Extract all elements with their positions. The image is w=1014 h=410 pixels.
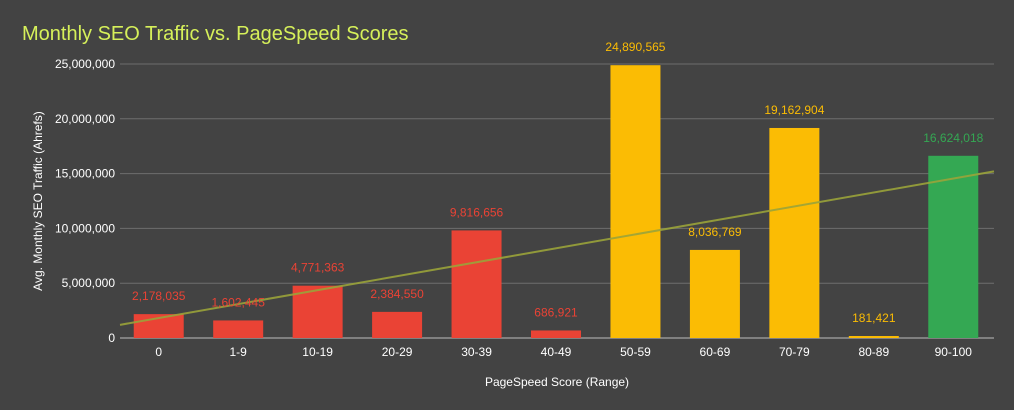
bar-60-69: [689, 249, 740, 338]
data-label-10-19: 4,771,363: [291, 261, 345, 275]
data-label-1-9: 1,602,445: [211, 295, 265, 309]
x-tick-label: 30-39: [461, 345, 492, 359]
data-label-90-100: 16,624,018: [923, 131, 983, 145]
x-tick-label: 80-89: [858, 345, 889, 359]
chart-title: Monthly SEO Traffic vs. PageSpeed Scores: [22, 23, 408, 45]
x-tick-label: 60-69: [700, 345, 731, 359]
bar-20-29: [372, 311, 423, 338]
x-axis: 0 1-9 10-19 20-29 30-39 40-49 50-59 60-69 70-79 8…: [155, 345, 972, 359]
bar-80-89: [848, 336, 899, 338]
bar-40-49: [531, 330, 581, 338]
data-label-30-39: 9,816,656: [450, 205, 504, 219]
y-tick-label: 0: [108, 331, 115, 345]
data-label-0: 2,178,035: [132, 289, 186, 303]
bars: [133, 65, 979, 339]
x-tick-label: 10-19: [302, 345, 333, 359]
y-axis: 0 5,000,000 10,000,000 15,000,000 20,000,000…: [55, 57, 115, 345]
data-labels: 2,178,035 1,602,445 4,771,363 2,384,550 9,81…: [132, 40, 984, 325]
data-label-60-69: 8,036,769: [688, 225, 742, 239]
bar-30-39: [451, 230, 502, 338]
data-label-80-89: 181,421: [852, 311, 896, 325]
data-label-40-49: 686,921: [534, 305, 578, 319]
bar-90-100: [928, 155, 979, 338]
y-tick-label: 5,000,000: [62, 276, 116, 290]
data-label-70-79: 19,162,904: [764, 103, 824, 117]
bar-50-59: [610, 65, 661, 339]
x-tick-label: 70-79: [779, 345, 810, 359]
x-axis-title: PageSpeed Score (Range): [485, 375, 629, 389]
bar-1-9: [213, 320, 264, 338]
y-tick-label: 15,000,000: [55, 167, 115, 181]
x-tick-label: 40-49: [541, 345, 572, 359]
gridlines: [120, 63, 994, 339]
data-label-50-59: 24,890,565: [605, 40, 665, 54]
y-tick-label: 20,000,000: [55, 112, 115, 126]
x-tick-label: 0: [155, 345, 162, 359]
y-tick-label: 10,000,000: [55, 221, 115, 235]
y-axis-title: Avg. Monthly SEO Traffic (Ahrefs): [31, 111, 45, 291]
x-tick-label: 20-29: [382, 345, 413, 359]
y-tick-label: 25,000,000: [55, 57, 115, 71]
x-tick-label: 50-59: [620, 345, 651, 359]
bar-10-19: [292, 285, 343, 338]
trendline: [119, 170, 995, 326]
data-label-20-29: 2,384,550: [370, 287, 424, 301]
x-tick-label: 90-100: [935, 345, 973, 359]
trendline-line: [119, 170, 995, 326]
bar-70-79: [769, 127, 820, 338]
x-tick-label: 1-9: [230, 345, 248, 359]
